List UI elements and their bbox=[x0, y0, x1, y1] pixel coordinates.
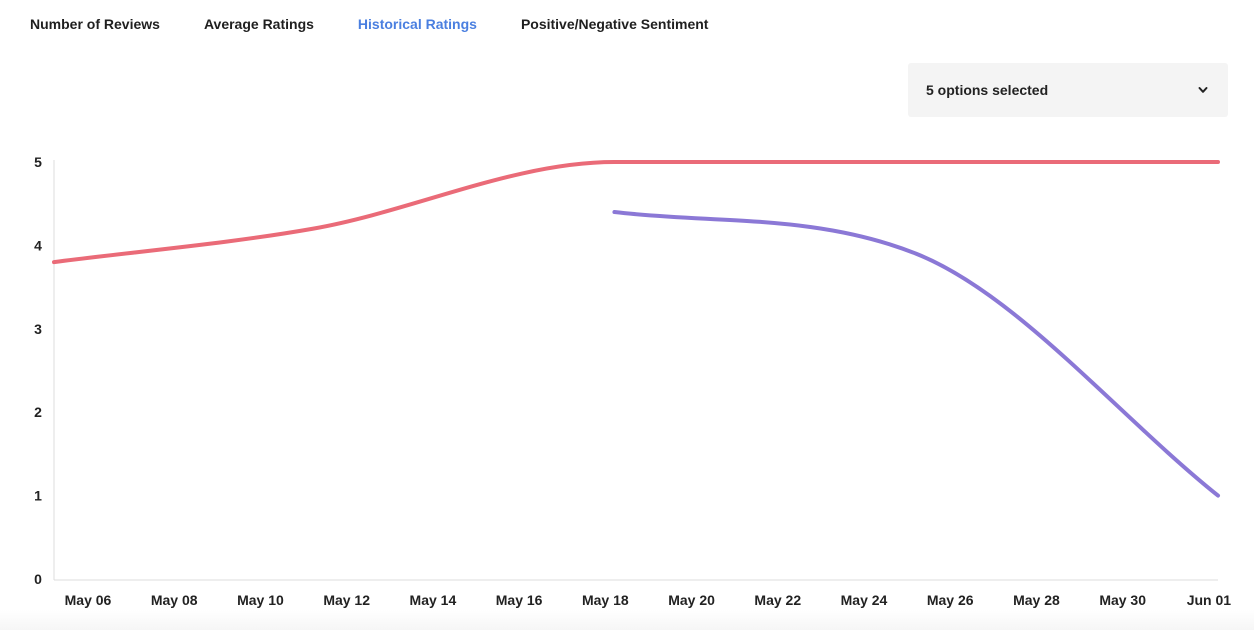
series-line-1 bbox=[52, 159, 1220, 265]
x-tick-label: May 20 bbox=[668, 592, 715, 608]
options-select-label: 5 options selected bbox=[926, 82, 1049, 98]
x-tick-label: May 08 bbox=[151, 592, 198, 608]
x-tick-label: May 12 bbox=[323, 592, 370, 608]
y-tick-label: 4 bbox=[34, 237, 42, 253]
x-tick-label: May 30 bbox=[1099, 592, 1146, 608]
x-tick-label: Jun 01 bbox=[1187, 592, 1232, 608]
tab-average-ratings[interactable]: Average Ratings bbox=[203, 16, 314, 32]
x-tick-label: May 24 bbox=[841, 592, 888, 608]
tab-sentiment[interactable]: Positive/Negative Sentiment bbox=[520, 16, 709, 32]
x-tick-label: May 18 bbox=[582, 592, 629, 608]
y-tick-label: 0 bbox=[34, 571, 42, 587]
y-tick-label: 2 bbox=[34, 404, 42, 420]
x-tick-label: May 16 bbox=[496, 592, 543, 608]
options-select[interactable]: 5 options selected bbox=[908, 63, 1228, 117]
x-tick-label: May 06 bbox=[65, 592, 112, 608]
y-tick-label: 5 bbox=[34, 154, 42, 170]
tab-historical-ratings[interactable]: Historical Ratings bbox=[357, 16, 477, 32]
x-tick-label: May 22 bbox=[754, 592, 801, 608]
tab-bar: Number of Reviews Average Ratings Histor… bbox=[30, 14, 752, 34]
y-tick-label: 1 bbox=[34, 488, 42, 504]
tab-number-of-reviews[interactable]: Number of Reviews bbox=[30, 16, 160, 32]
bottom-fade bbox=[0, 610, 1254, 630]
x-tick-label: May 28 bbox=[1013, 592, 1060, 608]
chevron-down-icon bbox=[1198, 87, 1208, 93]
x-tick-label: May 26 bbox=[927, 592, 974, 608]
x-tick-label: May 14 bbox=[410, 592, 457, 608]
x-tick-label: May 10 bbox=[237, 592, 284, 608]
y-tick-label: 3 bbox=[34, 321, 42, 337]
series-line-2 bbox=[612, 210, 1220, 498]
